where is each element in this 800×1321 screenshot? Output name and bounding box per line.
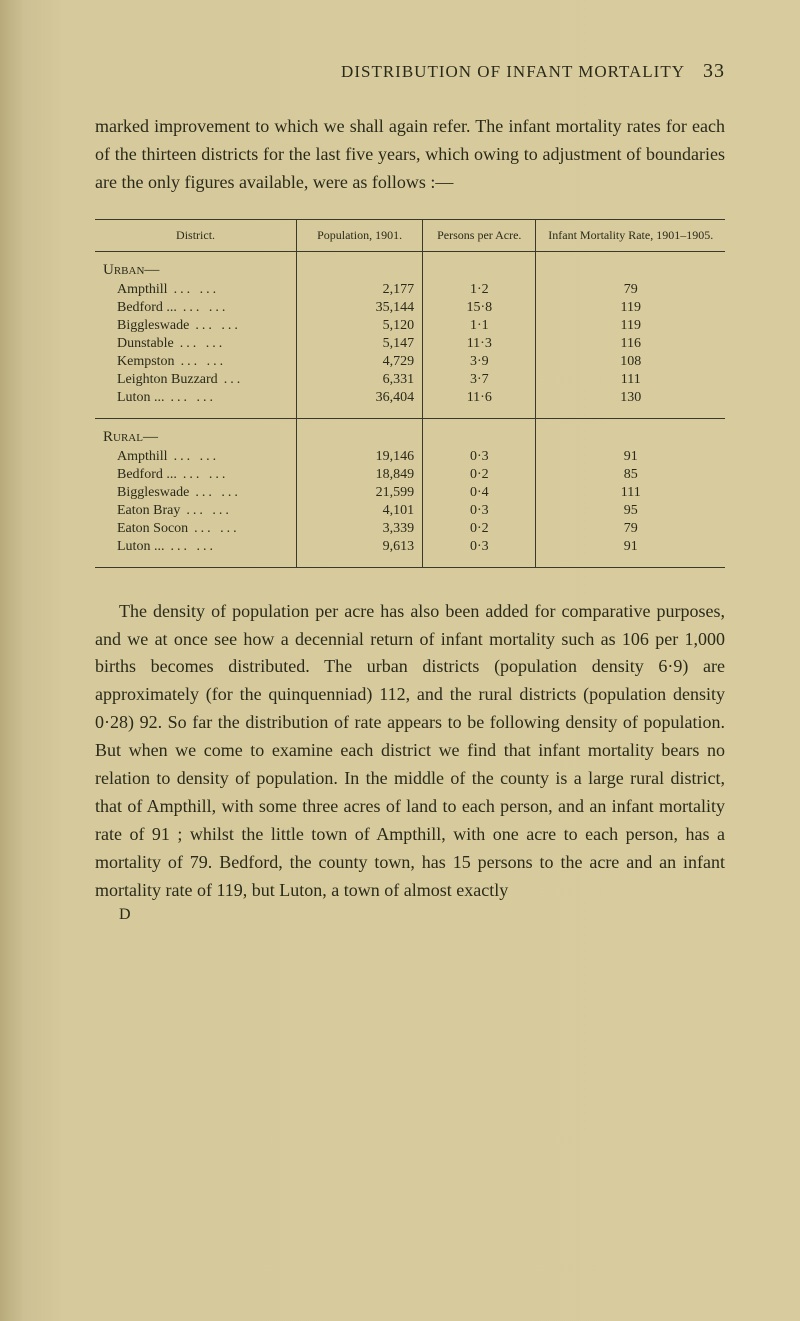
body-paragraph: The density of population per acre has a… [95, 598, 725, 905]
running-header: DISTRIBUTION OF INFANT MORTALITY 33 [95, 60, 725, 83]
section-name: Rural— [95, 419, 297, 448]
persons-cell: 15·8 [423, 299, 536, 317]
population-cell: 2,177 [297, 281, 423, 299]
data-table-container: District. Population, 1901. Persons per … [95, 219, 725, 568]
persons-cell: 0·4 [423, 484, 536, 502]
persons-cell: 0·3 [423, 502, 536, 520]
mortality-cell: 111 [536, 371, 725, 389]
district-cell: Luton ...... ... [95, 389, 297, 419]
population-cell: 3,339 [297, 520, 423, 538]
population-cell: 36,404 [297, 389, 423, 419]
population-cell: 5,120 [297, 317, 423, 335]
table-row: Bedford ...... ...35,14415·8119 [95, 299, 725, 317]
header-persons: Persons per Acre. [423, 220, 536, 252]
table-row: Luton ...... ...36,40411·6130 [95, 389, 725, 419]
mortality-cell: 85 [536, 466, 725, 484]
persons-cell: 0·2 [423, 520, 536, 538]
intro-paragraph: marked improvement to which we shall aga… [95, 113, 725, 197]
mortality-cell: 130 [536, 389, 725, 419]
table-header-row: District. Population, 1901. Persons per … [95, 220, 725, 252]
persons-cell: 0·3 [423, 538, 536, 567]
mortality-cell: 95 [536, 502, 725, 520]
persons-cell: 0·2 [423, 466, 536, 484]
mortality-cell: 79 [536, 520, 725, 538]
persons-cell: 0·3 [423, 448, 536, 466]
table-row: Ampthill... ...2,1771·279 [95, 281, 725, 299]
population-cell: 5,147 [297, 335, 423, 353]
table-row: Biggleswade... ...5,1201·1119 [95, 317, 725, 335]
mortality-cell: 108 [536, 353, 725, 371]
mortality-cell: 111 [536, 484, 725, 502]
header-district: District. [95, 220, 297, 252]
persons-cell: 3·7 [423, 371, 536, 389]
district-cell: Eaton Bray... ... [95, 502, 297, 520]
population-cell: 19,146 [297, 448, 423, 466]
mortality-table: District. Population, 1901. Persons per … [95, 220, 725, 567]
district-cell: Kempston... ... [95, 353, 297, 371]
mortality-cell: 91 [536, 538, 725, 567]
population-cell: 9,613 [297, 538, 423, 567]
mortality-cell: 79 [536, 281, 725, 299]
district-cell: Biggleswade... ... [95, 317, 297, 335]
district-cell: Dunstable... ... [95, 335, 297, 353]
page-number: 33 [703, 60, 725, 83]
population-cell: 21,599 [297, 484, 423, 502]
table-row: Eaton Bray... ...4,1010·395 [95, 502, 725, 520]
table-row: Dunstable... ...5,14711·3116 [95, 335, 725, 353]
header-population: Population, 1901. [297, 220, 423, 252]
section-name: Urban— [95, 251, 297, 281]
district-cell: Ampthill... ... [95, 448, 297, 466]
population-cell: 4,729 [297, 353, 423, 371]
district-cell: Bedford ...... ... [95, 466, 297, 484]
persons-cell: 3·9 [423, 353, 536, 371]
persons-cell: 1·1 [423, 317, 536, 335]
table-row: Kempston... ...4,7293·9108 [95, 353, 725, 371]
catchword: D [95, 906, 725, 924]
population-cell: 4,101 [297, 502, 423, 520]
table-row: Leighton Buzzard...6,3313·7111 [95, 371, 725, 389]
district-cell: Biggleswade... ... [95, 484, 297, 502]
table-row: Eaton Socon... ...3,3390·279 [95, 520, 725, 538]
district-cell: Eaton Socon... ... [95, 520, 297, 538]
table-row: Biggleswade... ...21,5990·4111 [95, 484, 725, 502]
district-cell: Bedford ...... ... [95, 299, 297, 317]
persons-cell: 1·2 [423, 281, 536, 299]
page-container: DISTRIBUTION OF INFANT MORTALITY 33 mark… [0, 0, 800, 1321]
header-title: DISTRIBUTION OF INFANT MORTALITY [341, 62, 685, 82]
table-row: Luton ...... ...9,6130·391 [95, 538, 725, 567]
mortality-cell: 119 [536, 317, 725, 335]
table-row: Ampthill... ...19,1460·391 [95, 448, 725, 466]
mortality-cell: 116 [536, 335, 725, 353]
header-mortality: Infant Mortality Rate, 1901–1905. [536, 220, 725, 252]
section-header-row: Urban— [95, 251, 725, 281]
district-cell: Leighton Buzzard... [95, 371, 297, 389]
district-cell: Ampthill... ... [95, 281, 297, 299]
population-cell: 6,331 [297, 371, 423, 389]
table-row: Bedford ...... ...18,8490·285 [95, 466, 725, 484]
persons-cell: 11·3 [423, 335, 536, 353]
population-cell: 35,144 [297, 299, 423, 317]
mortality-cell: 119 [536, 299, 725, 317]
section-header-row: Rural— [95, 419, 725, 448]
population-cell: 18,849 [297, 466, 423, 484]
district-cell: Luton ...... ... [95, 538, 297, 567]
persons-cell: 11·6 [423, 389, 536, 419]
mortality-cell: 91 [536, 448, 725, 466]
